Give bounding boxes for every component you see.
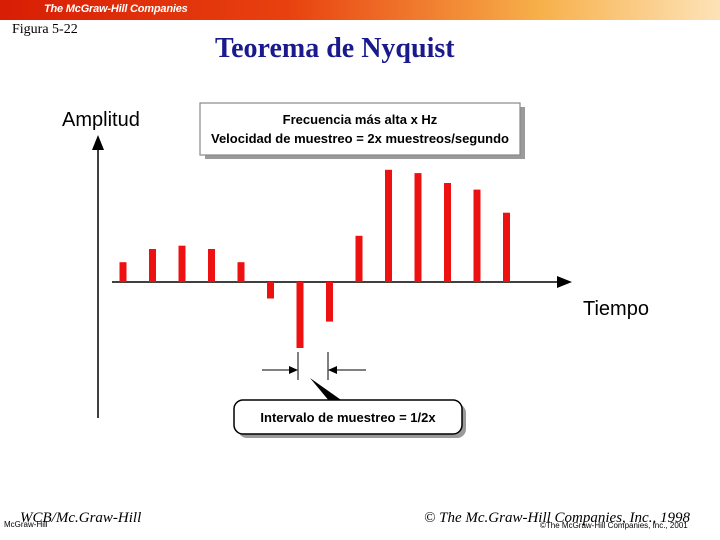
sample-bar xyxy=(149,249,156,282)
interval-callout-pointer xyxy=(310,378,344,402)
sample-bar xyxy=(473,189,481,282)
sample-bar xyxy=(208,249,215,282)
slide-title: Teorema de Nyquist xyxy=(215,33,455,64)
sample-bar xyxy=(503,212,510,282)
sample-bar xyxy=(355,235,363,282)
info-box xyxy=(199,102,521,156)
interval-arrowhead-right xyxy=(328,366,337,374)
mcgraw-hill-logo: The McGraw-Hill Companies xyxy=(44,3,188,15)
interval-box xyxy=(233,399,463,435)
sample-bar xyxy=(326,282,333,322)
x-axis-arrowhead xyxy=(557,276,572,288)
sample-bars xyxy=(119,169,510,348)
sample-bar xyxy=(178,245,186,282)
figure-label: Figura 5-22 xyxy=(12,22,78,37)
interval-arrowhead-left xyxy=(289,366,298,374)
sample-bar xyxy=(414,173,422,282)
y-axis-label: Amplitud xyxy=(62,109,140,131)
sample-bar xyxy=(296,282,304,348)
sample-bar xyxy=(444,183,451,282)
footer-publisher: WCB/Mc.Graw-Hill xyxy=(20,510,142,526)
header-banner: The McGraw-Hill Companies xyxy=(0,0,720,20)
sample-bar xyxy=(119,262,127,282)
x-axis-label: Tiempo xyxy=(583,298,649,320)
footer-copyright-small: ©The McGraw-Hill Companies, Inc., 2001 xyxy=(540,521,688,530)
sample-bar xyxy=(237,262,245,282)
info-box-line1: Frecuencia más alta x Hz xyxy=(283,112,438,127)
footer-copyright: © The Mc.Graw-Hill Companies, Inc., 1998 xyxy=(424,510,690,526)
interval-label: Intervalo de muestreo = 1/2x xyxy=(260,410,436,425)
y-axis-arrowhead xyxy=(92,135,104,150)
sample-bar xyxy=(385,169,392,282)
sample-bar xyxy=(267,282,274,299)
footer-publisher-small: McGraw-Hill xyxy=(4,520,48,529)
info-box-line2: Velocidad de muestreo = 2x muestreos/seg… xyxy=(211,131,509,146)
